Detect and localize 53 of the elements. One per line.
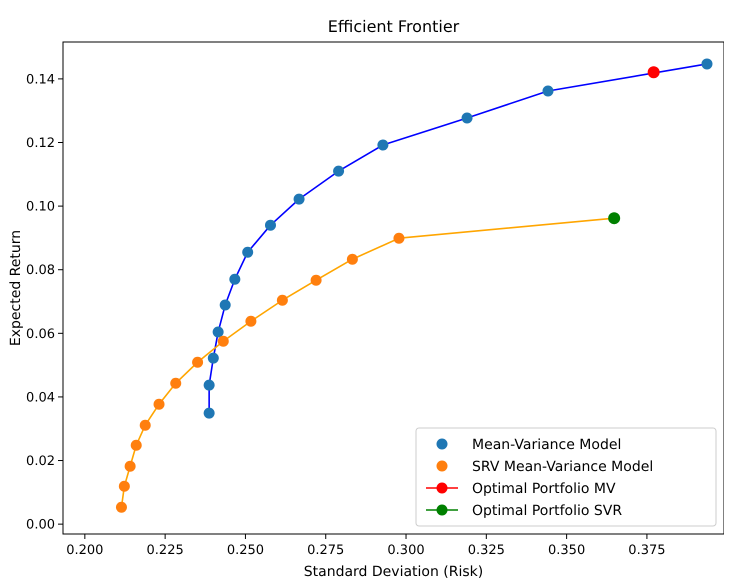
point — [542, 85, 554, 96]
point — [212, 326, 224, 338]
legend-label: Mean-Variance Model — [472, 437, 622, 453]
y-tick-label: 0.08 — [26, 263, 55, 278]
point — [701, 58, 712, 70]
point — [229, 274, 240, 285]
point — [333, 166, 344, 177]
y-tick-label: 0.00 — [26, 518, 55, 533]
x-axis-title: Standard Deviation (Risk) — [304, 564, 484, 580]
point — [204, 408, 215, 419]
point — [264, 220, 276, 231]
point — [204, 380, 215, 391]
y-tick-label: 0.02 — [26, 454, 55, 470]
point — [294, 194, 305, 205]
y-tick-label: 0.12 — [26, 136, 55, 151]
x-tick-label: 0.225 — [146, 543, 184, 558]
legend-label: Optimal Portfolio MV — [472, 481, 616, 497]
point — [608, 212, 620, 224]
point — [170, 378, 182, 389]
point — [276, 294, 288, 306]
point — [245, 316, 256, 327]
point — [462, 112, 473, 124]
point — [220, 300, 231, 311]
point — [208, 352, 219, 364]
x-tick-label: 0.250 — [226, 543, 264, 558]
point — [154, 398, 165, 410]
x-tick-label: 0.375 — [628, 543, 666, 558]
point — [346, 254, 358, 265]
legend-label: Optimal Portfolio SVR — [472, 503, 622, 519]
x-tick-label: 0.300 — [387, 543, 425, 558]
point — [130, 440, 142, 451]
y-tick-label: 0.06 — [26, 326, 55, 342]
y-tick-label: 0.10 — [26, 200, 55, 215]
point — [393, 232, 404, 244]
chart-title: Efficient Frontier — [328, 17, 460, 36]
point — [218, 336, 229, 347]
point — [118, 480, 130, 492]
y-tick-label: 0.14 — [26, 72, 55, 88]
point — [242, 246, 254, 258]
point — [310, 274, 322, 286]
legend-label: SRV Mean-Variance Model — [472, 459, 654, 475]
point — [124, 460, 136, 472]
point — [377, 140, 388, 151]
y-tick-label: 0.04 — [26, 390, 55, 406]
point — [116, 502, 127, 513]
point — [192, 356, 204, 368]
x-tick-label: 0.325 — [468, 543, 505, 558]
point — [648, 66, 660, 78]
x-tick-label: 0.275 — [307, 543, 344, 558]
point — [140, 420, 151, 431]
x-tick-label: 0.200 — [66, 543, 104, 558]
y-axis-title: Expected Return — [8, 230, 24, 346]
x-tick-label: 0.350 — [548, 543, 586, 558]
